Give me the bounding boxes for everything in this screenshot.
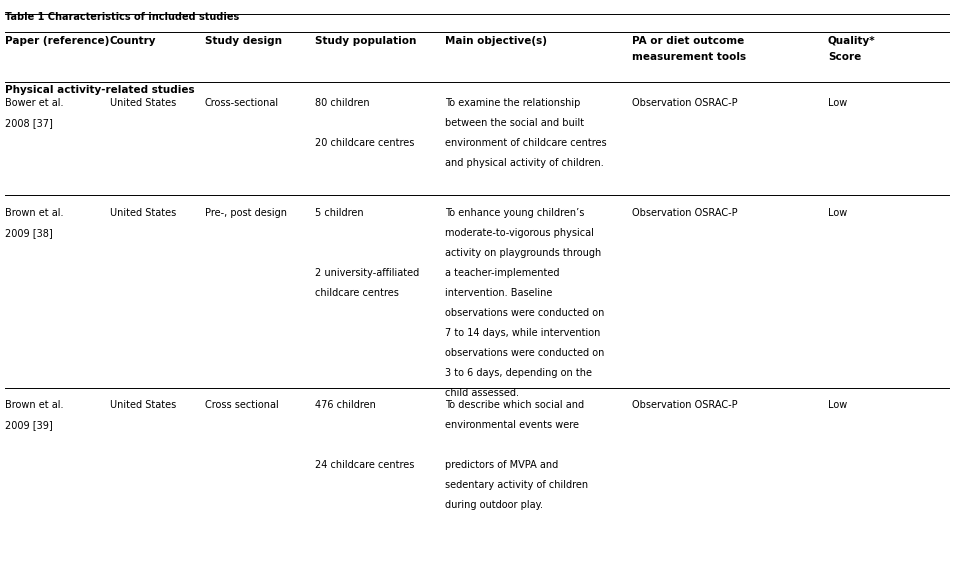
Text: child assessed.: child assessed. <box>444 388 518 398</box>
Text: Paper (reference): Paper (reference) <box>5 36 110 46</box>
Text: To describe which social and: To describe which social and <box>444 400 583 410</box>
Text: Score: Score <box>827 52 861 62</box>
Text: and physical activity of children.: and physical activity of children. <box>444 158 603 168</box>
Text: Low: Low <box>827 208 846 218</box>
Text: sedentary activity of children: sedentary activity of children <box>444 480 587 490</box>
Text: Physical activity-related studies: Physical activity-related studies <box>5 85 194 95</box>
Text: 3 to 6 days, depending on the: 3 to 6 days, depending on the <box>444 368 592 378</box>
Text: To examine the relationship: To examine the relationship <box>444 98 579 108</box>
Text: environmental events were: environmental events were <box>444 420 578 430</box>
Text: Main objective(s): Main objective(s) <box>444 36 546 46</box>
Text: 2008 [37]: 2008 [37] <box>5 118 52 128</box>
Text: United States: United States <box>110 98 176 108</box>
Text: observations were conducted on: observations were conducted on <box>444 308 604 318</box>
Text: Brown et al.: Brown et al. <box>5 208 64 218</box>
Text: Observation OSRAC-P: Observation OSRAC-P <box>631 208 737 218</box>
Text: 2009 [38]: 2009 [38] <box>5 228 52 238</box>
Text: observations were conducted on: observations were conducted on <box>444 348 604 358</box>
Text: Study population: Study population <box>314 36 416 46</box>
Text: Low: Low <box>827 98 846 108</box>
Text: 20 childcare centres: 20 childcare centres <box>314 138 414 148</box>
Text: 2 university-affiliated: 2 university-affiliated <box>314 268 418 278</box>
Text: United States: United States <box>110 208 176 218</box>
Text: intervention. Baseline: intervention. Baseline <box>444 288 552 298</box>
Text: predictors of MVPA and: predictors of MVPA and <box>444 460 558 470</box>
Text: United States: United States <box>110 400 176 410</box>
Text: Brown et al.: Brown et al. <box>5 400 64 410</box>
Text: Low: Low <box>827 400 846 410</box>
Text: 5 children: 5 children <box>314 208 363 218</box>
Text: between the social and built: between the social and built <box>444 118 583 128</box>
Text: childcare centres: childcare centres <box>314 288 398 298</box>
Text: Cross-sectional: Cross-sectional <box>205 98 279 108</box>
Text: during outdoor play.: during outdoor play. <box>444 500 542 510</box>
Text: Observation OSRAC-P: Observation OSRAC-P <box>631 98 737 108</box>
Text: Study design: Study design <box>205 36 282 46</box>
Text: Bower et al.: Bower et al. <box>5 98 64 108</box>
Text: PA or diet outcome: PA or diet outcome <box>631 36 743 46</box>
Text: a teacher-implemented: a teacher-implemented <box>444 268 558 278</box>
Text: 24 childcare centres: 24 childcare centres <box>314 460 414 470</box>
Text: 80 children: 80 children <box>314 98 369 108</box>
Text: environment of childcare centres: environment of childcare centres <box>444 138 606 148</box>
Text: To enhance young children’s: To enhance young children’s <box>444 208 584 218</box>
Text: Pre-, post design: Pre-, post design <box>205 208 287 218</box>
Text: Quality*: Quality* <box>827 36 875 46</box>
Text: activity on playgrounds through: activity on playgrounds through <box>444 248 600 258</box>
Text: Table 1 Characteristics of included studies: Table 1 Characteristics of included stud… <box>5 12 239 22</box>
Text: Cross sectional: Cross sectional <box>205 400 278 410</box>
Text: measurement tools: measurement tools <box>631 52 745 62</box>
Text: 7 to 14 days, while intervention: 7 to 14 days, while intervention <box>444 328 599 338</box>
Text: 476 children: 476 children <box>314 400 375 410</box>
Text: 2009 [39]: 2009 [39] <box>5 420 52 430</box>
Text: Country: Country <box>110 36 156 46</box>
Text: Observation OSRAC-P: Observation OSRAC-P <box>631 400 737 410</box>
Text: moderate-to-vigorous physical: moderate-to-vigorous physical <box>444 228 594 238</box>
